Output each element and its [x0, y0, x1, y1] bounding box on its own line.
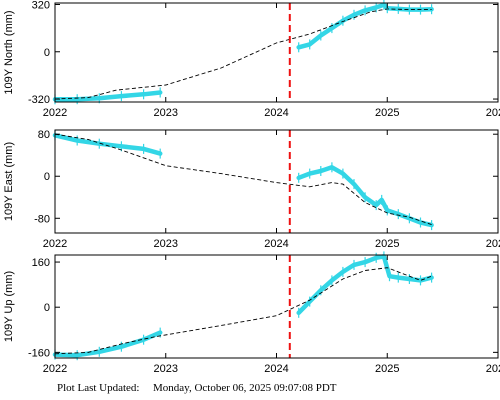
y-tick-label: -80 [34, 213, 50, 225]
x-tick-label: 2024 [264, 107, 288, 119]
observed-data-segment [52, 90, 163, 102]
x-tick-label: 2025 [375, 238, 399, 250]
model-line [54, 8, 432, 100]
x-tick-label: 2023 [154, 363, 178, 375]
y-tick-label: 0 [44, 171, 50, 183]
x-tick-label: 2025 [375, 363, 399, 375]
plot-frame [54, 2, 499, 103]
y-tick-label: 80 [38, 129, 50, 141]
y-tick-label: 0 [44, 47, 50, 59]
y-axis-label: 109Y North (mm) [3, 10, 15, 94]
model-line [54, 267, 432, 355]
timeseries-plots: -320 0 320 2022 2023 2024 2025 2026 109Y North (… [3, 0, 500, 375]
model-line [54, 133, 432, 226]
x-tick-label: 2023 [154, 107, 178, 119]
plot-updated-value: Monday, October 06, 2025 09:07:08 PDT [153, 382, 337, 394]
observed-data-segment [52, 133, 163, 156]
x-tick-label: 2022 [43, 107, 67, 119]
x-tick-label: 2024 [264, 238, 288, 250]
x-tick-label: 2025 [375, 107, 399, 119]
y-tick-label: 0 [44, 302, 50, 314]
x-tick-label: 2026 [486, 363, 500, 375]
y-tick-label: -160 [28, 347, 50, 359]
y-axis-label: 109Y Up (mm) [3, 271, 15, 342]
y-axis-label: 109Y East (mm) [3, 142, 15, 221]
plot-panel-3: -160 0 160 2022 2023 2024 2025 2026 109Y Up (mm) [3, 251, 500, 375]
plot-updated-label: Plot Last Updated: [57, 382, 140, 394]
y-tick-label: -320 [28, 94, 50, 106]
observed-data-segment [52, 330, 163, 358]
x-tick-label: 2022 [43, 238, 67, 250]
x-tick-label: 2024 [264, 363, 288, 375]
y-tick-label: 320 [32, 0, 50, 11]
plot-panel-2: -80 0 80 2022 2023 2024 2025 2026 109Y East (mm) [3, 129, 500, 250]
x-tick-label: 2022 [43, 363, 67, 375]
plot-panel-1: -320 0 320 2022 2023 2024 2025 2026 109Y North (… [3, 0, 500, 119]
observed-data-segment [296, 254, 434, 316]
y-tick-label: 160 [32, 257, 50, 269]
x-tick-label: 2026 [486, 107, 500, 119]
x-tick-label: 2023 [154, 238, 178, 250]
observed-data-segment [296, 165, 434, 228]
plot-updated-footer: Plot Last Updated: Monday, October 06, 2… [0, 382, 500, 400]
x-tick-label: 2026 [486, 238, 500, 250]
